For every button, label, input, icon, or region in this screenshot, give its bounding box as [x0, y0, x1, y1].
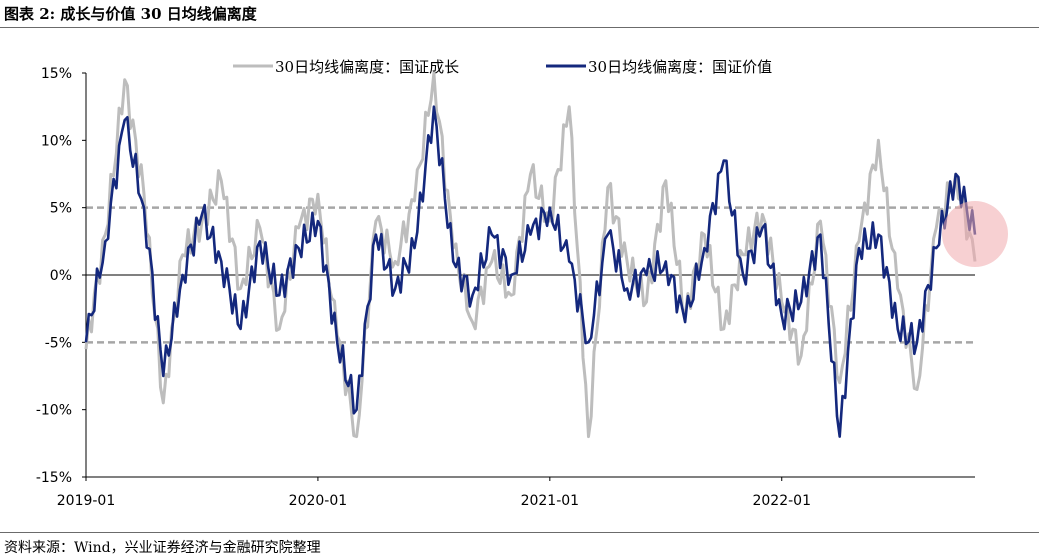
y-tick-label: -15%	[36, 470, 72, 486]
figure-title: 图表 2: 成长与价值 30 日均线偏离度	[4, 5, 257, 23]
y-tick-label: 0%	[50, 268, 72, 284]
footer-rule	[0, 532, 1039, 533]
x-tick-label: 2022-01	[752, 493, 811, 509]
y-tick-label: -10%	[36, 403, 72, 419]
reference-lines	[86, 206, 975, 344]
series-line-2	[84, 105, 977, 438]
x-tick-label: 2021-01	[521, 493, 580, 509]
title-rule	[0, 27, 1039, 28]
line-chart: 15% 10% 5% 0% -5% -10% -15% 2019-01 2020-01 2021…	[36, 58, 1008, 509]
y-tick-label: 5%	[50, 201, 72, 217]
source-note: 资料来源：Wind，兴业证券经济与金融研究院整理	[4, 540, 321, 556]
y-tick-label: 10%	[41, 133, 72, 149]
legend-label-2: 30日均线偏离度：国证价值	[588, 58, 772, 76]
legend-label-1: 30日均线偏离度：国证成长	[275, 58, 459, 76]
legend: 30日均线偏离度：国证成长 30日均线偏离度：国证价值	[233, 58, 772, 76]
series-layer	[84, 71, 977, 439]
y-tick-label: 15%	[41, 66, 72, 82]
x-axis: 2019-01 2020-01 2021-01 2022-01	[57, 476, 975, 509]
y-axis: 15% 10% 5% 0% -5% -10% -15%	[36, 66, 87, 486]
series-line-1	[84, 71, 977, 439]
highlight-circle	[942, 201, 1008, 267]
x-tick-label: 2019-01	[57, 493, 116, 509]
x-tick-label: 2020-01	[289, 493, 348, 509]
y-tick-label: -5%	[45, 335, 72, 351]
